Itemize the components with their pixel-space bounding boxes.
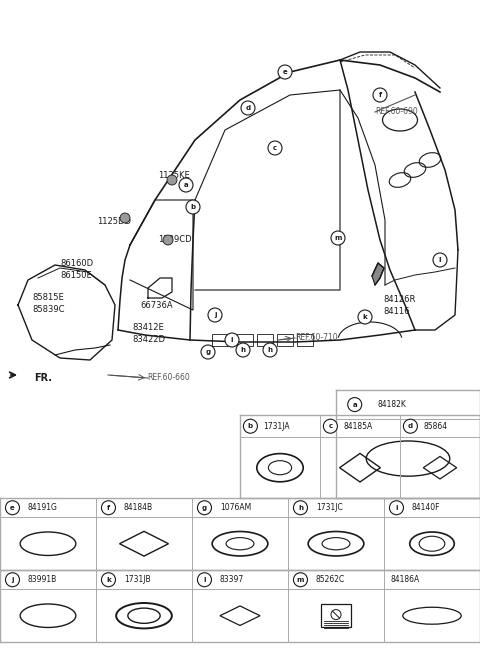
Circle shape <box>263 343 277 357</box>
Circle shape <box>348 398 362 411</box>
Circle shape <box>293 573 308 586</box>
Text: m: m <box>297 577 304 583</box>
Circle shape <box>403 419 418 434</box>
Circle shape <box>201 345 215 359</box>
Circle shape <box>197 501 212 515</box>
Text: 84184B: 84184B <box>124 503 153 512</box>
Circle shape <box>236 343 250 357</box>
Text: 1125KE: 1125KE <box>158 170 190 179</box>
Circle shape <box>5 501 20 515</box>
Text: h: h <box>298 505 303 511</box>
Circle shape <box>101 501 116 515</box>
Text: k: k <box>106 577 111 583</box>
Text: REF.60-710: REF.60-710 <box>295 334 337 343</box>
Circle shape <box>197 573 212 586</box>
Text: 84186A: 84186A <box>391 575 420 584</box>
Circle shape <box>120 213 130 223</box>
Text: 1731JC: 1731JC <box>316 503 343 512</box>
Text: 84116: 84116 <box>383 308 409 316</box>
Text: 1731JA: 1731JA <box>263 422 290 431</box>
Text: j: j <box>11 577 14 583</box>
Text: 84140F: 84140F <box>412 503 440 512</box>
Circle shape <box>389 501 404 515</box>
Text: 85262C: 85262C <box>316 575 345 584</box>
Text: 83397: 83397 <box>220 575 244 584</box>
Circle shape <box>331 231 345 245</box>
Text: b: b <box>248 423 253 429</box>
Text: 85815E: 85815E <box>32 294 64 303</box>
Circle shape <box>179 178 193 192</box>
Circle shape <box>225 333 239 347</box>
Text: l: l <box>439 257 441 263</box>
Text: 84191G: 84191G <box>28 503 58 512</box>
Text: 86160D: 86160D <box>60 259 93 268</box>
Text: 83412E: 83412E <box>132 323 164 332</box>
Text: 83991B: 83991B <box>28 575 57 584</box>
Polygon shape <box>372 263 384 285</box>
Text: 83422D: 83422D <box>132 334 165 343</box>
Text: REF.60-660: REF.60-660 <box>147 373 190 382</box>
Circle shape <box>5 573 20 586</box>
Text: 1125DD: 1125DD <box>97 218 131 227</box>
Text: 1339CD: 1339CD <box>158 235 192 244</box>
Text: i: i <box>231 337 233 343</box>
Text: g: g <box>205 349 211 355</box>
Text: f: f <box>107 505 110 511</box>
Text: h: h <box>267 347 273 353</box>
Text: 1076AM: 1076AM <box>220 503 251 512</box>
Text: d: d <box>245 105 251 111</box>
Text: g: g <box>202 505 207 511</box>
Text: i: i <box>395 505 398 511</box>
Circle shape <box>186 200 200 214</box>
Text: l: l <box>203 577 206 583</box>
Text: REF.60-690: REF.60-690 <box>375 108 418 117</box>
Text: 84185A: 84185A <box>343 422 372 431</box>
Circle shape <box>208 308 222 322</box>
Circle shape <box>293 501 308 515</box>
Circle shape <box>268 141 282 155</box>
Text: 84182K: 84182K <box>378 400 407 409</box>
Text: a: a <box>352 402 357 408</box>
Circle shape <box>241 101 255 115</box>
Text: c: c <box>273 145 277 151</box>
Text: e: e <box>283 69 288 75</box>
Text: f: f <box>378 92 382 98</box>
Circle shape <box>167 175 177 185</box>
Circle shape <box>324 419 337 434</box>
Text: 66736A: 66736A <box>140 301 173 310</box>
Text: a: a <box>184 182 188 188</box>
Circle shape <box>278 65 292 79</box>
Text: k: k <box>362 314 367 320</box>
Circle shape <box>358 310 372 324</box>
Text: m: m <box>334 235 342 241</box>
Text: 84126R: 84126R <box>383 295 415 305</box>
Circle shape <box>163 235 173 245</box>
Text: b: b <box>191 204 195 210</box>
Text: h: h <box>240 347 245 353</box>
Text: j: j <box>214 312 216 318</box>
Text: 85839C: 85839C <box>32 305 64 314</box>
Circle shape <box>101 573 116 586</box>
Text: d: d <box>408 423 413 429</box>
Text: 85864: 85864 <box>423 422 447 431</box>
Text: FR.: FR. <box>34 373 52 383</box>
Circle shape <box>243 419 257 434</box>
Text: 86150E: 86150E <box>60 272 92 281</box>
Circle shape <box>373 88 387 102</box>
Text: e: e <box>10 505 15 511</box>
Circle shape <box>433 253 447 267</box>
Text: 1731JB: 1731JB <box>124 575 150 584</box>
Text: c: c <box>328 423 333 429</box>
